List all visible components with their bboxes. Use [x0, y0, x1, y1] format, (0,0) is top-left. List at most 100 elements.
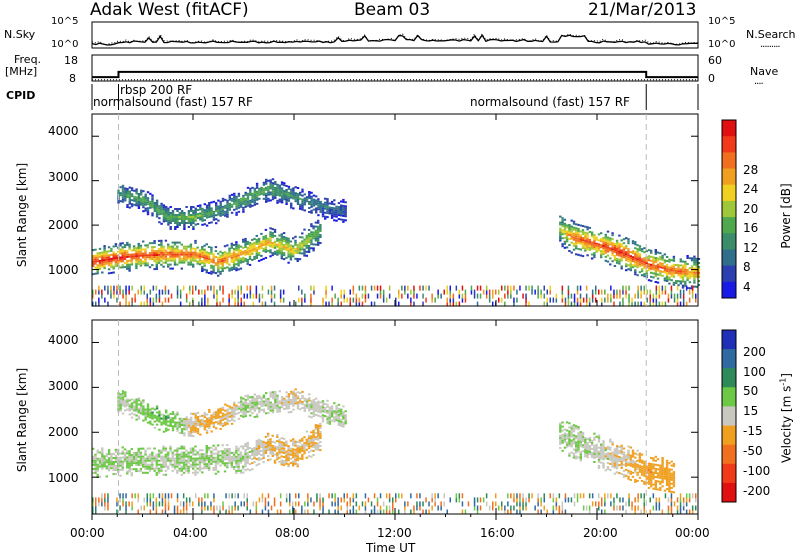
- velocity-cell: [292, 464, 295, 467]
- power-cell: [144, 203, 147, 206]
- power-cell: [301, 240, 304, 243]
- velocity-cell: [255, 407, 259, 410]
- velocity-cell: [205, 423, 209, 426]
- velocity-cell: [105, 461, 108, 464]
- velocity-cell: [158, 420, 161, 423]
- power-cell: [287, 197, 291, 200]
- velocity-cell: [620, 450, 623, 453]
- power-cell: [174, 208, 177, 210]
- velocity-cell: [146, 413, 150, 416]
- velocity-cell: [185, 422, 188, 425]
- power-cell: [160, 247, 163, 250]
- power-cell: [679, 264, 682, 267]
- power-cell: [650, 263, 653, 266]
- power-cell: [112, 257, 115, 260]
- power-cell: [167, 251, 170, 254]
- power-cell: [130, 199, 134, 202]
- velocity-cell: [194, 424, 197, 427]
- velocity-cell: [572, 426, 576, 429]
- power-cell: [185, 257, 188, 260]
- velocity-cell: [244, 409, 247, 411]
- power-cell: [616, 293, 618, 299]
- power-cell: [130, 195, 134, 198]
- power-cell: [282, 238, 286, 241]
- power-cell: [244, 197, 247, 200]
- power-cell: [428, 285, 430, 291]
- power-cell: [235, 267, 238, 270]
- velocity-cell: [107, 493, 109, 499]
- power-cell: [301, 252, 304, 255]
- power-cell: [600, 256, 603, 259]
- velocity-cell: [627, 469, 630, 472]
- power-cell: [264, 238, 268, 241]
- power-cell: [228, 293, 230, 299]
- velocity-cell: [659, 480, 662, 483]
- power-cell: [192, 226, 195, 228]
- power-cell: [604, 237, 607, 240]
- power-cell: [269, 191, 272, 194]
- power-cell: [278, 246, 281, 249]
- power-cell: [237, 260, 240, 263]
- power-cell: [262, 181, 266, 184]
- power-cell: [92, 249, 95, 252]
- velocity-cell: [230, 460, 233, 462]
- power-cell: [670, 293, 673, 299]
- velocity-cell: [634, 456, 637, 459]
- power-cell: [593, 244, 596, 247]
- power-cell: [249, 189, 252, 192]
- velocity-cell: [278, 456, 281, 459]
- power-cell: [681, 284, 685, 287]
- power-cell: [334, 293, 336, 299]
- power-cell: [164, 239, 168, 242]
- power-cell: [294, 257, 297, 260]
- velocity-cell: [287, 407, 291, 410]
- power-cell: [668, 260, 671, 263]
- power-cell: [148, 254, 152, 257]
- power-cell: [178, 249, 181, 252]
- power-cell: [189, 261, 193, 264]
- power-cell: [344, 209, 347, 212]
- power-cell: [128, 269, 131, 272]
- power-cell: [534, 289, 536, 295]
- power-cell: [178, 214, 181, 216]
- velocity-cell: [253, 449, 256, 451]
- power-cell: [148, 266, 152, 269]
- velocity-cell: [568, 434, 571, 437]
- power-cell: [144, 199, 147, 202]
- velocity-cell: [246, 410, 250, 413]
- velocity-cell: [169, 459, 172, 462]
- velocity-cell: [668, 468, 671, 471]
- power-cell: [492, 301, 494, 307]
- power-cell: [640, 262, 644, 265]
- power-cell: [665, 276, 669, 278]
- power-cell: [652, 266, 655, 269]
- velocity-cell: [160, 463, 163, 466]
- power-cell: [128, 253, 131, 256]
- power-cell: [317, 202, 320, 205]
- power-cell: [121, 196, 125, 199]
- velocity-cell: [257, 457, 261, 460]
- velocity-cell: [192, 457, 195, 460]
- power-cell: [257, 251, 261, 254]
- velocity-cell: [659, 486, 662, 489]
- power-cell: [126, 261, 129, 264]
- velocity-cell: [312, 403, 316, 405]
- velocity-cell: [330, 413, 334, 416]
- velocity-cell: [180, 467, 183, 470]
- power-cell: [570, 235, 573, 238]
- power-cell: [180, 253, 183, 256]
- velocity-cell: [627, 475, 630, 478]
- velocity-cell: [622, 459, 626, 462]
- velocity-cell: [128, 501, 130, 507]
- velocity-cell: [155, 417, 159, 420]
- velocity-cell: [101, 501, 103, 507]
- power-cell: [258, 193, 261, 196]
- velocity-cell: [656, 474, 660, 477]
- velocity-cell: [267, 455, 270, 458]
- velocity-cell: [292, 390, 295, 393]
- power-cell: [262, 249, 265, 252]
- velocity-cell: [267, 397, 270, 400]
- velocity-cell: [119, 407, 122, 410]
- power-cell: [117, 262, 120, 265]
- power-cell: [196, 215, 200, 217]
